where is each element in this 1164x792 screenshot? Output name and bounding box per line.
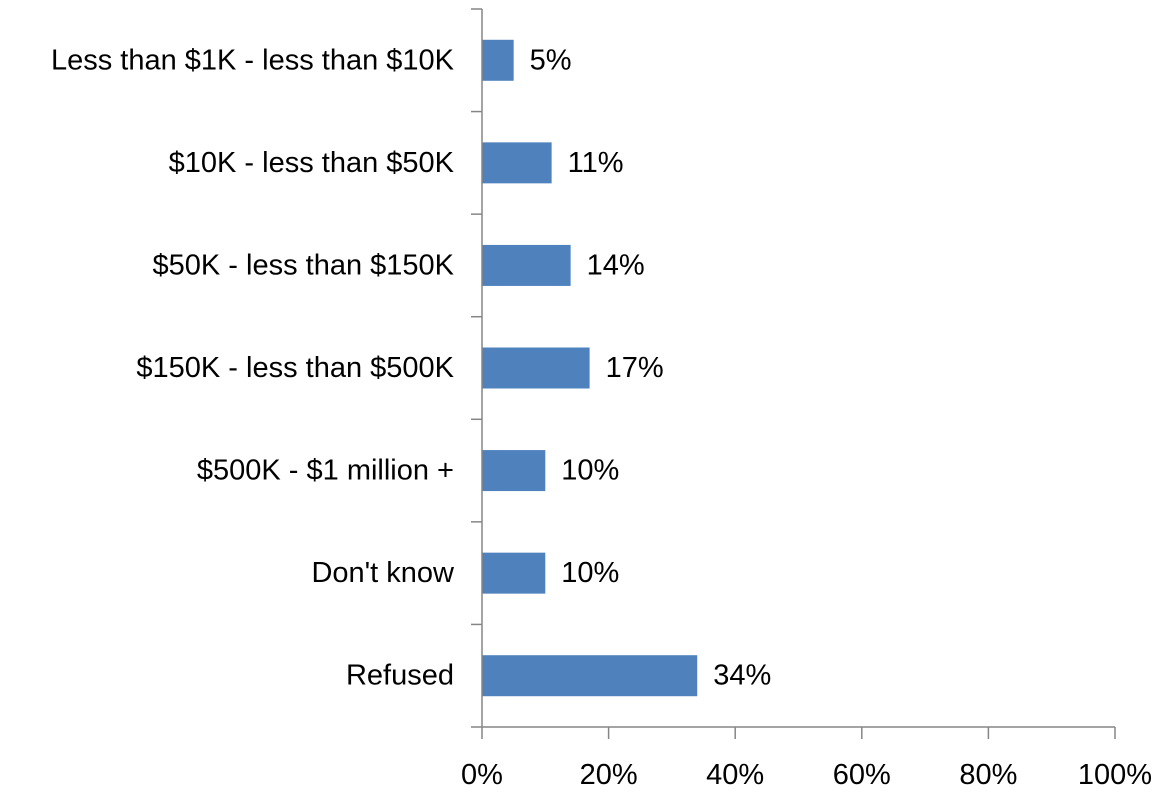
x-tick-label-0: 0% <box>461 759 503 791</box>
bars-group <box>482 39 698 697</box>
data-labels-group: 5% 11% 14% 17% 10% 10% 34% <box>530 44 772 691</box>
data-label-3: 17% <box>606 352 664 384</box>
data-label-0: 5% <box>530 44 572 76</box>
category-label-6: Refused <box>346 660 454 692</box>
category-label-1: $10K - less than $50K <box>169 147 455 179</box>
data-label-1: 11% <box>568 147 624 179</box>
category-label-3: $150K - less than $500K <box>136 352 454 384</box>
x-tick-label-5: 100% <box>1078 759 1152 791</box>
bar-5 <box>482 552 546 594</box>
category-label-4: $500K - $1 million + <box>197 455 454 487</box>
x-tick-label-2: 40% <box>706 759 764 791</box>
axes-group <box>471 8 1116 739</box>
bar-4 <box>482 450 546 492</box>
bar-0 <box>482 39 514 81</box>
category-label-0: Less than $1K - less than $10K <box>51 44 455 76</box>
x-tick-label-3: 60% <box>833 759 891 791</box>
data-label-4: 10% <box>561 455 619 487</box>
x-tick-labels-group: 0% 20% 40% 60% 80% 100% <box>461 759 1152 791</box>
category-label-5: Don't know <box>311 557 455 589</box>
x-tick-label-4: 80% <box>959 759 1017 791</box>
bar-1 <box>482 142 552 184</box>
bar-6 <box>482 655 698 697</box>
bar-3 <box>482 347 590 389</box>
category-label-2: $50K - less than $150K <box>153 249 455 281</box>
data-label-6: 34% <box>713 660 771 692</box>
bar-2 <box>482 244 571 286</box>
x-tick-label-1: 20% <box>580 759 638 791</box>
data-label-5: 10% <box>561 557 619 589</box>
category-labels-group: Less than $1K - less than $10K $10K - les… <box>51 44 455 691</box>
data-label-2: 14% <box>587 249 645 281</box>
